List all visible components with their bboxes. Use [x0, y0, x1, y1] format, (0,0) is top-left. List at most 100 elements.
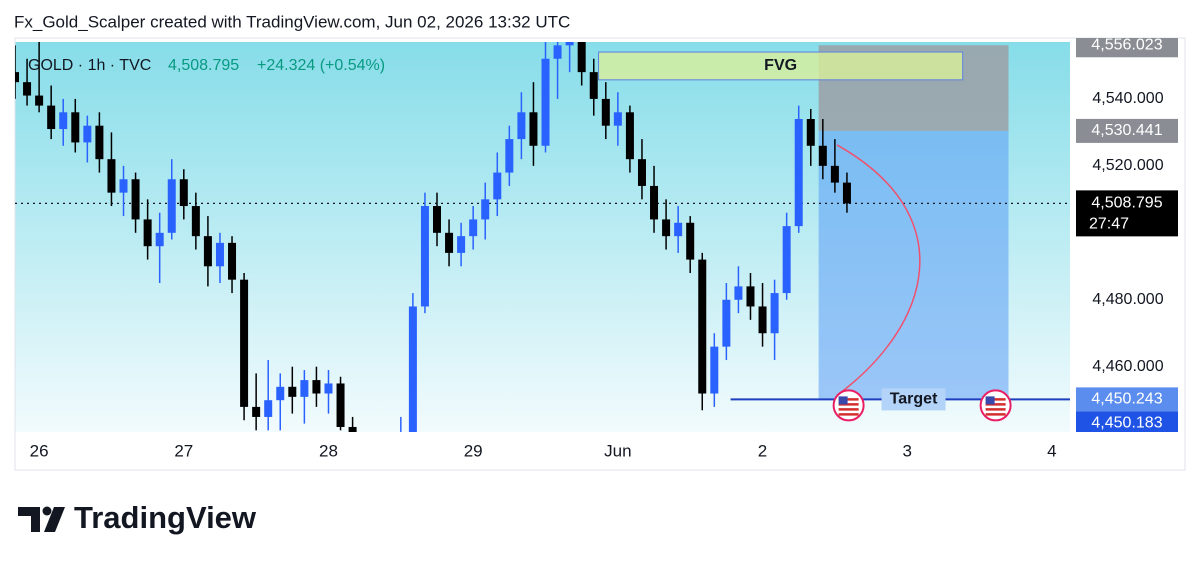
candle-body [59, 112, 68, 130]
candle-body [698, 259, 707, 394]
x-tick-label: Jun [604, 441, 631, 460]
candle-body [842, 182, 851, 204]
candle-body [420, 206, 429, 307]
target-label: Target [890, 391, 938, 408]
candle-body [312, 380, 321, 394]
flag-canton [985, 396, 995, 405]
candle-body [179, 179, 188, 207]
last-price-box [1076, 190, 1178, 237]
candle-body [613, 112, 622, 126]
candle-body [131, 179, 140, 220]
y-tick-label: 4,460.000 [1092, 358, 1163, 375]
x-tick-label: 4 [1047, 441, 1056, 460]
x-tick-label: 3 [902, 441, 911, 460]
candle-body [15, 72, 19, 83]
fvg-zone [598, 51, 964, 81]
candle-body [722, 299, 731, 347]
price-label: 4,450.183 [1091, 415, 1162, 432]
candle-body [457, 236, 466, 253]
price-label-box [1076, 411, 1178, 432]
candle-body [71, 112, 80, 143]
y-tick-label: 4,540.000 [1092, 90, 1163, 107]
candle-body [264, 400, 273, 417]
x-tick-label: 27 [174, 441, 193, 460]
candle-body [348, 426, 357, 432]
candle-body [601, 98, 610, 126]
candle-body [553, 45, 562, 59]
candle-body [143, 219, 152, 247]
y-tick-label: 4,480.000 [1092, 291, 1163, 308]
candle-body [107, 159, 116, 193]
candle-body [674, 222, 683, 237]
price-label-box [1076, 38, 1178, 58]
x-tick-label: 29 [464, 441, 483, 460]
candle-body [288, 386, 297, 397]
flag-canton [838, 396, 848, 405]
y-tick-label: 4,520.000 [1092, 157, 1163, 174]
candle-body [167, 179, 176, 233]
candle-body [625, 112, 634, 160]
candle-body [565, 42, 574, 46]
price-label: 4,556.023 [1091, 36, 1162, 53]
last-price-label: 4,508.795 [1091, 195, 1162, 212]
candle-body [686, 222, 695, 260]
candle-body [240, 279, 249, 407]
x-tick-label: 2 [758, 441, 767, 460]
candle-body [469, 219, 478, 237]
candle-body [577, 42, 586, 73]
candle-body [505, 139, 514, 173]
fvg-label: FVG [764, 57, 797, 74]
price-label-box [1076, 118, 1178, 143]
candle-body [758, 306, 767, 334]
candle-body [746, 286, 755, 307]
candle-body [794, 118, 803, 227]
price-axis: 4,556.023 4,530.441 4,450.243 4,450.183 4,50… [1076, 36, 1178, 432]
legend-price: 4,508.795 [168, 57, 239, 74]
candle-body [215, 242, 224, 267]
candle-body [517, 112, 526, 140]
candle-body [493, 172, 502, 200]
candle-body [191, 206, 200, 237]
candle-body [770, 293, 779, 334]
candle-body [276, 386, 285, 401]
legend-change: +24.324 (+0.54%) [257, 57, 385, 74]
candle-body [589, 72, 598, 99]
candle-body [433, 206, 441, 233]
brand-logo [18, 506, 65, 532]
candle-body [445, 232, 454, 253]
reward-zone [818, 130, 1009, 400]
overlay: GOLD · 1h · TVC 4,508.795 +24.324 (+0.54… [28, 51, 1070, 422]
candle-body [408, 306, 417, 432]
candle-body [650, 185, 659, 220]
candle-body [481, 199, 490, 220]
symbol: GOLD · 1h · TVC [28, 57, 151, 74]
candle-body [373, 474, 381, 484]
price-label: 4,450.243 [1091, 391, 1162, 408]
brand-name: TradingView [74, 500, 257, 535]
candle-body [95, 125, 104, 160]
candle-body [806, 118, 815, 146]
candle-body [324, 383, 333, 394]
candle-body [119, 179, 128, 193]
price-label: 4,530.441 [1091, 122, 1162, 139]
candle-body [83, 125, 92, 143]
candle-body [710, 346, 719, 394]
price-label-box [1076, 387, 1178, 412]
candle-body [47, 105, 56, 130]
x-tick-label: 28 [319, 441, 338, 460]
candle-body [637, 159, 646, 186]
candle-body [397, 434, 405, 467]
candle-body [782, 226, 791, 294]
candle-body [662, 219, 671, 237]
candle-body [203, 236, 212, 267]
candle-body [300, 380, 309, 397]
projection-curve [836, 144, 921, 396]
candle-body [734, 286, 743, 300]
candle-body [155, 232, 164, 247]
target-label-bg [881, 388, 946, 411]
candle-body [818, 145, 827, 166]
candle-body [23, 82, 32, 96]
candle-body [228, 242, 237, 280]
candle-body [336, 383, 345, 427]
